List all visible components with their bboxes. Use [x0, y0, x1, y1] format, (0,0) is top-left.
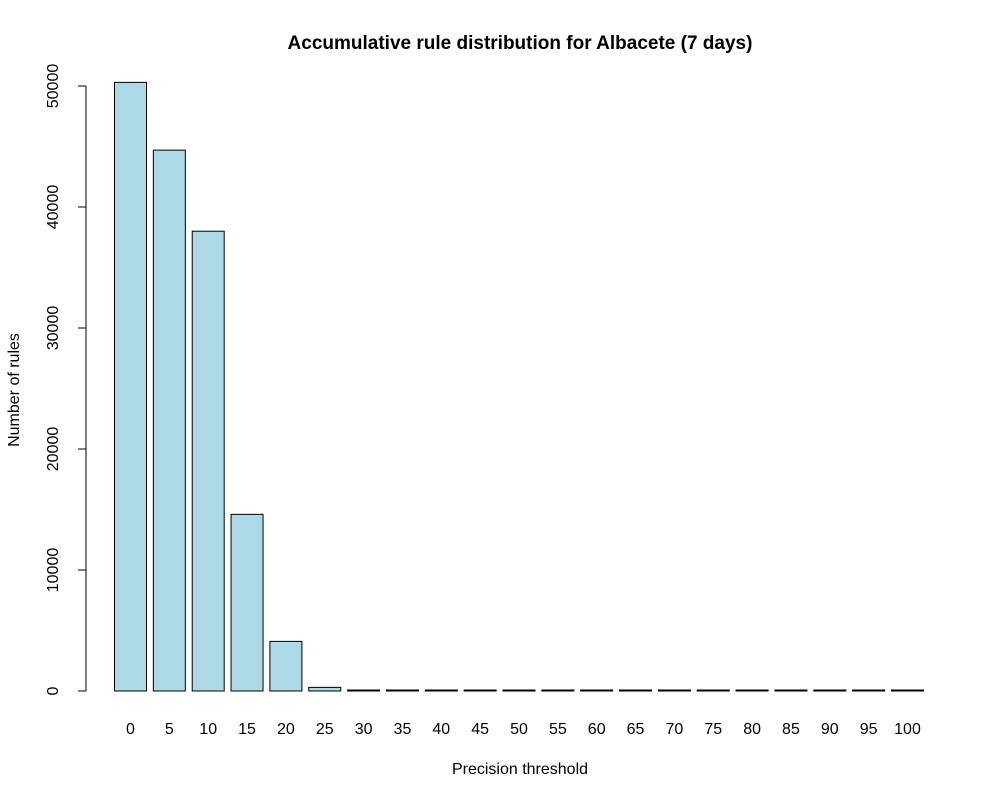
x-tick-label: 80 — [743, 721, 761, 738]
x-tick-label: 50 — [510, 721, 528, 738]
y-tick-label: 10000 — [45, 548, 62, 593]
y-axis: 0 10000 20000 30000 40000 50000 — [45, 64, 87, 695]
x-tick-label: 20 — [277, 721, 295, 738]
y-tick-label: 40000 — [45, 185, 62, 230]
x-tick-label: 95 — [860, 721, 878, 738]
chart-title: Accumulative rule distribution for Albac… — [288, 33, 753, 54]
x-tick-labels: 0 5 10 15 20 25 30 35 40 45 50 55 60 65 70 75 80 85 90 95 10… — [126, 721, 921, 738]
bar-100 — [891, 689, 924, 692]
x-tick-label: 10 — [199, 721, 217, 738]
bar-60 — [580, 689, 614, 692]
x-tick-label: 5 — [165, 721, 174, 738]
x-tick-label: 0 — [126, 721, 135, 738]
bar-20 — [269, 640, 303, 692]
bar-50 — [502, 689, 536, 692]
bar-5 — [152, 149, 186, 692]
bar-65 — [619, 689, 653, 692]
bar-90 — [813, 689, 847, 692]
y-tick-label: 50000 — [45, 64, 62, 109]
bar-35 — [385, 689, 419, 692]
x-axis-label: Precision threshold — [452, 761, 588, 778]
x-tick-label: 75 — [704, 721, 722, 738]
y-tick-label: 30000 — [45, 306, 62, 351]
x-tick-label: 85 — [782, 721, 800, 738]
x-tick-label: 25 — [316, 721, 334, 738]
x-tick-label: 55 — [549, 721, 567, 738]
bar-25 — [308, 686, 342, 692]
bar-40 — [424, 689, 458, 692]
bar-80 — [735, 689, 769, 692]
x-tick-label: 35 — [394, 721, 412, 738]
bar-45 — [463, 689, 497, 692]
x-tick-label: 100 — [894, 721, 921, 738]
y-tick-label: 0 — [45, 686, 62, 695]
x-tick-label: 65 — [627, 721, 645, 738]
bar-85 — [774, 689, 808, 692]
y-tick-label: 20000 — [45, 427, 62, 472]
x-tick-label: 45 — [471, 721, 489, 738]
x-tick-label: 30 — [355, 721, 373, 738]
bar-0 — [114, 81, 147, 692]
x-tick-label: 90 — [821, 721, 839, 738]
x-tick-label: 70 — [666, 721, 684, 738]
bars-group — [114, 81, 924, 692]
bar-15 — [230, 513, 264, 692]
bar-95 — [852, 689, 886, 692]
bar-55 — [541, 689, 575, 692]
bar-30 — [347, 689, 381, 692]
x-tick-label: 60 — [588, 721, 606, 738]
bar-70 — [657, 689, 691, 692]
y-axis-label: Number of rules — [6, 333, 23, 447]
bar-75 — [696, 689, 730, 692]
x-tick-label: 15 — [238, 721, 256, 738]
bar-10 — [191, 230, 225, 692]
x-tick-label: 40 — [432, 721, 450, 738]
